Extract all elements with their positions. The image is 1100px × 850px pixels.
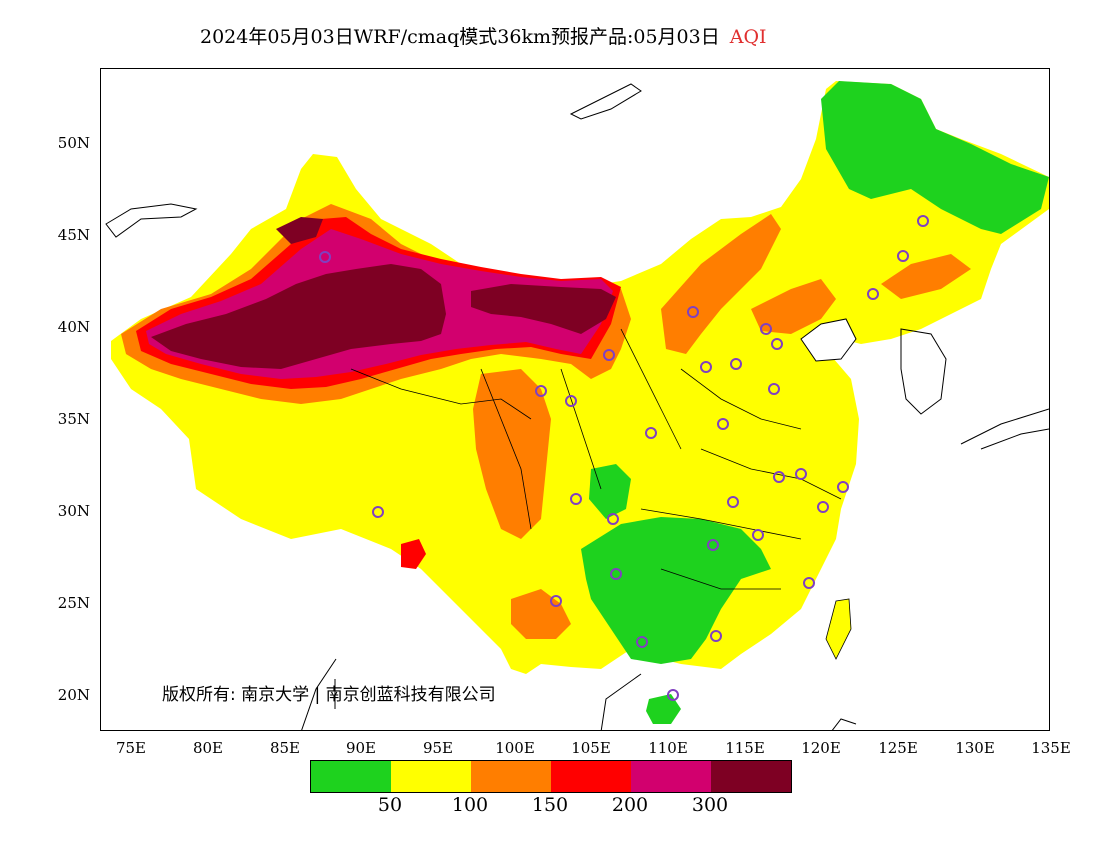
legend-swatch-moderate [391,761,471,792]
coastline-japan [960,408,1049,450]
station-marker [610,568,622,580]
lat-label: 40N [57,318,90,336]
station-marker [372,506,384,518]
lon-label: 110E [648,739,688,757]
station-marker [771,338,783,350]
station-marker [710,630,722,642]
lon-label: 90E [345,739,377,757]
legend-swatch-good [311,761,391,792]
station-marker [535,385,547,397]
legend-label: 200 [611,794,649,816]
legend-swatch-sensitive [471,761,551,792]
station-marker [603,349,615,361]
copyright-text: 版权所有: 南京大学 | 南京创蓝科技有限公司 [162,685,496,705]
lon-label: 100E [495,739,535,757]
legend-swatch-hazardous [711,761,791,792]
legend-swatch-very-unhealthy [631,761,711,792]
station-marker [773,471,785,483]
lon-label: 115E [725,739,765,757]
lon-label: 135E [1031,739,1071,757]
coastline-southeast-asia [301,658,857,730]
station-marker [727,496,739,508]
lon-label: 80E [192,739,224,757]
province-borders [350,328,842,590]
lat-label: 50N [57,134,90,152]
region-good-sichuan [589,464,631,519]
lon-label: 125E [878,739,918,757]
station-marker [730,358,742,370]
coastline-bohai [800,318,857,362]
lat-label: 30N [57,502,90,520]
map-frame [100,68,1050,731]
legend-label: 300 [691,794,729,816]
station-marker [917,215,929,227]
coastline-kazakh [105,203,198,238]
station-marker [717,418,729,430]
lat-label: 45N [57,226,90,244]
station-marker [803,577,815,589]
legend-swatch-unhealthy [551,761,631,792]
title-product: AQI [729,26,767,48]
coastline-korea [900,328,947,415]
region-sensitive-north [661,214,781,354]
station-marker [897,250,909,262]
region-good-south [581,517,771,664]
station-marker [837,481,849,493]
region-unhealthy-tibet [401,539,426,569]
coastline-sakhalin [569,83,642,120]
lon-label: 95E [422,739,454,757]
region-hazardous-gobi [471,284,616,334]
station-marker [817,501,829,513]
lon-label: 75E [115,739,147,757]
station-marker [687,306,699,318]
lat-label: 20N [57,686,90,704]
station-marker [795,468,807,480]
legend-label: 100 [451,794,489,816]
region-good-northeast [821,81,1049,234]
station-marker [707,539,719,551]
station-marker [607,513,619,525]
region-hainan [646,694,681,724]
region-sensitive-southwest [473,369,551,539]
legend-label: 150 [531,794,569,816]
station-marker [760,323,772,335]
region-sensitive-liaoning [881,254,971,299]
region-taiwan [825,598,852,660]
lat-label: 35N [57,410,90,428]
map-title: 2024年05月03日WRF/cmaq模式36km预报产品:05月03日 AQI [200,22,960,49]
station-marker [565,395,577,407]
station-marker [550,595,562,607]
lon-label: 120E [801,739,841,757]
title-main: 2024年05月03日WRF/cmaq模式36km预报产品:05月03日 [200,26,720,48]
lon-label: 130E [955,739,995,757]
station-marker [319,251,331,263]
station-marker [752,529,764,541]
station-marker [636,636,648,648]
station-markers [319,215,929,701]
region-hazardous-taklimakan [151,264,446,369]
aqi-map [105,81,1049,730]
station-marker [700,361,712,373]
lon-label: 85E [269,739,301,757]
lat-label: 25N [57,594,90,612]
station-marker [570,493,582,505]
lon-label: 105E [571,739,611,757]
legend-label: 50 [377,794,403,816]
region-sensitive-yunnan [511,589,571,639]
station-marker [867,288,879,300]
region-sensitive-beijing [751,279,836,334]
aqi-legend [310,760,792,793]
station-marker [768,383,780,395]
station-marker [667,689,679,701]
region-hazardous-junggar [276,217,323,244]
station-marker [645,427,657,439]
